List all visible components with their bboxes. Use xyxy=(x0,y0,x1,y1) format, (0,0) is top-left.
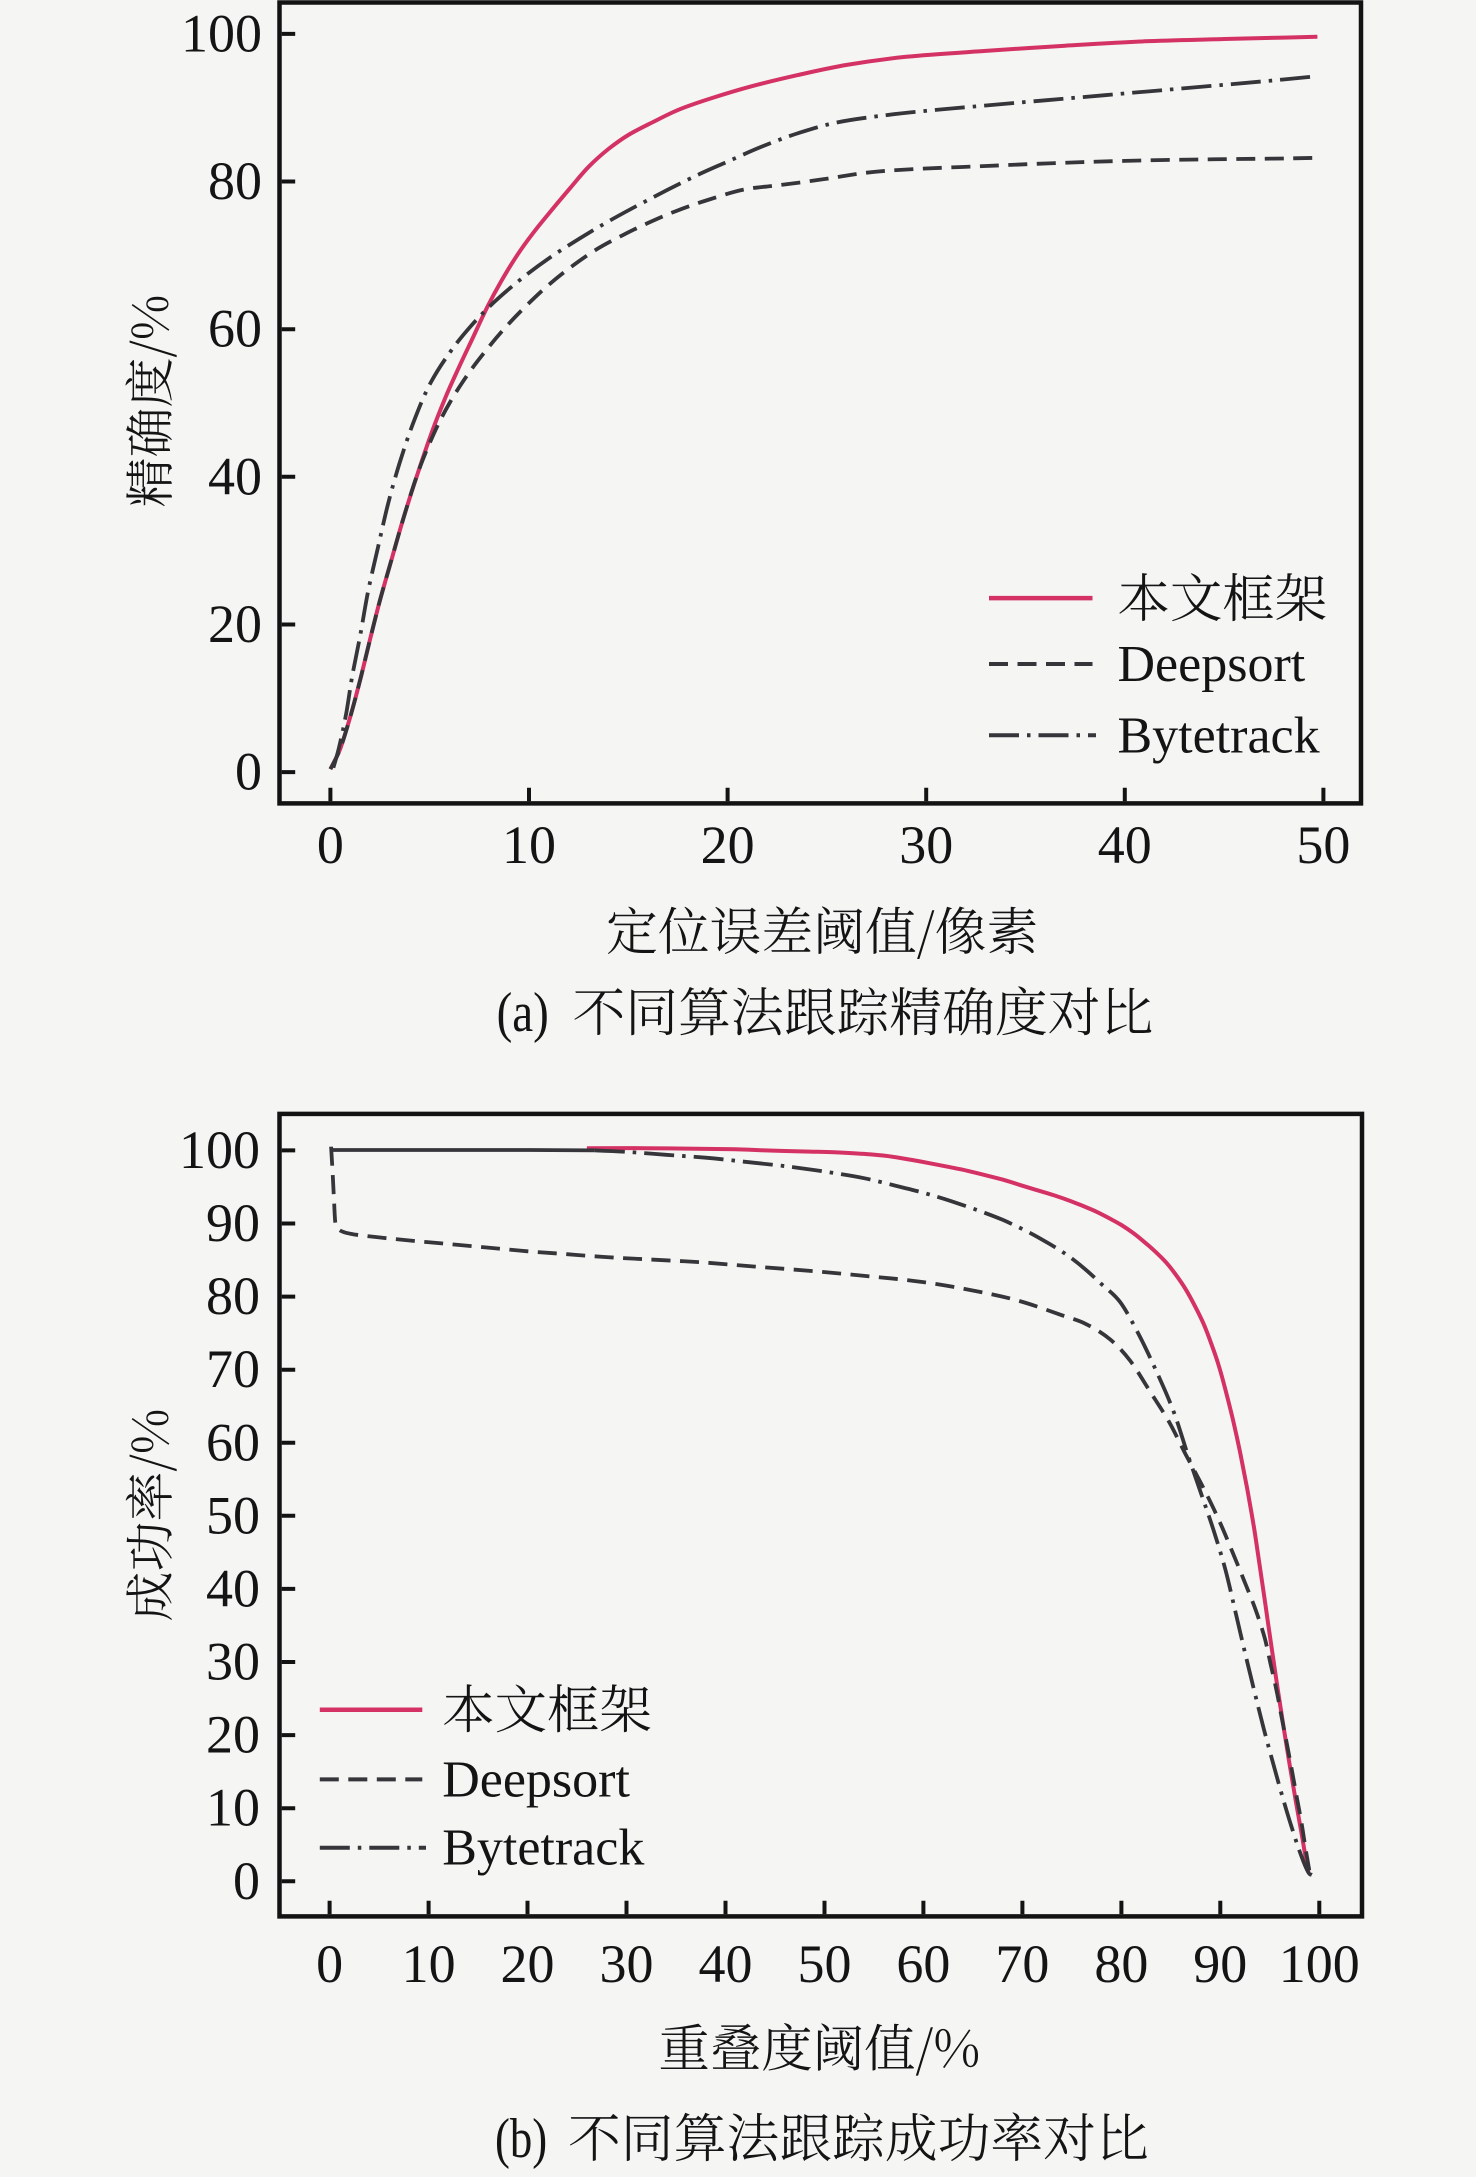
svg-text:30: 30 xyxy=(899,815,953,875)
svg-text:90: 90 xyxy=(206,1193,260,1253)
svg-text:Deepsort: Deepsort xyxy=(1118,636,1306,693)
svg-text:90: 90 xyxy=(1193,1934,1247,1994)
svg-text:20: 20 xyxy=(206,1705,260,1765)
svg-text:0: 0 xyxy=(233,1851,260,1911)
svg-text:80: 80 xyxy=(208,151,262,211)
svg-text:50: 50 xyxy=(798,1934,852,1994)
svg-text:50: 50 xyxy=(1296,815,1350,875)
svg-text:40: 40 xyxy=(1098,815,1152,875)
svg-text:100: 100 xyxy=(179,1120,260,1180)
svg-text:70: 70 xyxy=(206,1339,260,1399)
svg-text:(b): (b) xyxy=(495,2108,547,2170)
svg-text:10: 10 xyxy=(502,815,556,875)
svg-text:70: 70 xyxy=(995,1934,1049,1994)
svg-text:0: 0 xyxy=(316,1934,343,1994)
svg-text:40: 40 xyxy=(206,1558,260,1618)
svg-text:30: 30 xyxy=(600,1934,654,1994)
svg-text:60: 60 xyxy=(896,1934,950,1994)
svg-text:Deepsort: Deepsort xyxy=(442,1751,630,1808)
svg-text:40: 40 xyxy=(699,1934,753,1994)
svg-text:30: 30 xyxy=(206,1632,260,1692)
svg-text:20: 20 xyxy=(501,1934,555,1994)
svg-text:60: 60 xyxy=(208,299,262,359)
svg-text:100: 100 xyxy=(181,3,262,63)
svg-text:10: 10 xyxy=(206,1778,260,1838)
svg-text:20: 20 xyxy=(701,815,755,875)
svg-text:0: 0 xyxy=(317,815,344,875)
svg-text:0: 0 xyxy=(235,742,262,802)
svg-text:Bytetrack: Bytetrack xyxy=(1118,707,1320,764)
svg-text:80: 80 xyxy=(1094,1934,1148,1994)
svg-text:50: 50 xyxy=(206,1485,260,1545)
svg-text:(a): (a) xyxy=(497,982,549,1044)
svg-text:100: 100 xyxy=(1279,1934,1360,1994)
svg-text:40: 40 xyxy=(208,446,262,506)
svg-text:Bytetrack: Bytetrack xyxy=(442,1820,644,1877)
svg-text:20: 20 xyxy=(208,594,262,654)
svg-text:80: 80 xyxy=(206,1266,260,1326)
svg-text:60: 60 xyxy=(206,1412,260,1472)
svg-text:10: 10 xyxy=(402,1934,456,1994)
